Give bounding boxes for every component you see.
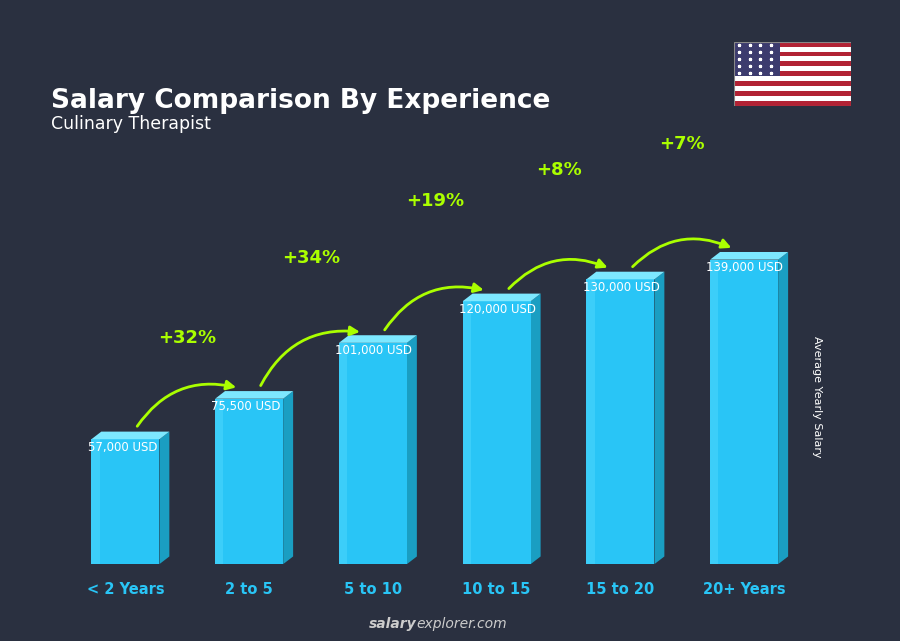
Text: 10 to 15: 10 to 15 [463, 582, 531, 597]
Bar [734, 51, 850, 56]
Bar [587, 279, 595, 564]
Bar [215, 399, 284, 564]
Polygon shape [159, 431, 169, 564]
Text: +8%: +8% [536, 161, 581, 179]
Bar [734, 86, 850, 91]
Text: 20+ Years: 20+ Years [703, 582, 786, 597]
Text: +7%: +7% [660, 135, 705, 153]
Bar [339, 343, 407, 564]
Text: Culinary Therapist: Culinary Therapist [51, 115, 212, 133]
Bar [463, 301, 471, 564]
Bar [734, 101, 850, 106]
Bar [92, 439, 159, 564]
Text: 139,000 USD: 139,000 USD [706, 261, 783, 274]
Polygon shape [463, 294, 541, 301]
Text: +34%: +34% [282, 249, 340, 267]
Polygon shape [339, 335, 417, 343]
Polygon shape [587, 272, 664, 279]
Text: +19%: +19% [406, 192, 464, 210]
Text: salary: salary [369, 617, 416, 631]
Bar [734, 96, 850, 101]
Text: < 2 Years: < 2 Years [86, 582, 164, 597]
Text: Average Yearly Salary: Average Yearly Salary [812, 336, 823, 458]
Bar [734, 42, 780, 76]
Text: 15 to 20: 15 to 20 [586, 582, 654, 597]
Bar [734, 91, 850, 96]
Bar [215, 399, 223, 564]
Bar [734, 47, 850, 51]
Polygon shape [92, 431, 169, 439]
Text: 75,500 USD: 75,500 USD [212, 400, 281, 413]
Bar [710, 260, 718, 564]
Polygon shape [710, 252, 788, 260]
Text: +32%: +32% [158, 329, 216, 347]
Bar [734, 56, 850, 62]
Text: 2 to 5: 2 to 5 [225, 582, 273, 597]
Text: 101,000 USD: 101,000 USD [335, 344, 412, 358]
Text: 120,000 USD: 120,000 USD [459, 303, 536, 316]
Polygon shape [778, 252, 788, 564]
Bar [587, 279, 654, 564]
Bar [710, 260, 778, 564]
Polygon shape [284, 391, 293, 564]
Bar [734, 81, 850, 86]
Bar [734, 66, 850, 71]
Text: 5 to 10: 5 to 10 [344, 582, 402, 597]
Bar [339, 343, 347, 564]
Bar [463, 301, 531, 564]
Text: Salary Comparison By Experience: Salary Comparison By Experience [51, 88, 551, 113]
Bar [734, 76, 850, 81]
Polygon shape [654, 272, 664, 564]
Bar [92, 439, 100, 564]
Bar [734, 42, 850, 47]
Polygon shape [531, 294, 541, 564]
Polygon shape [215, 391, 293, 399]
Bar [734, 62, 850, 66]
Text: 57,000 USD: 57,000 USD [87, 441, 158, 454]
Polygon shape [407, 335, 417, 564]
Text: explorer.com: explorer.com [416, 617, 507, 631]
Text: 130,000 USD: 130,000 USD [582, 281, 660, 294]
Bar [734, 71, 850, 76]
